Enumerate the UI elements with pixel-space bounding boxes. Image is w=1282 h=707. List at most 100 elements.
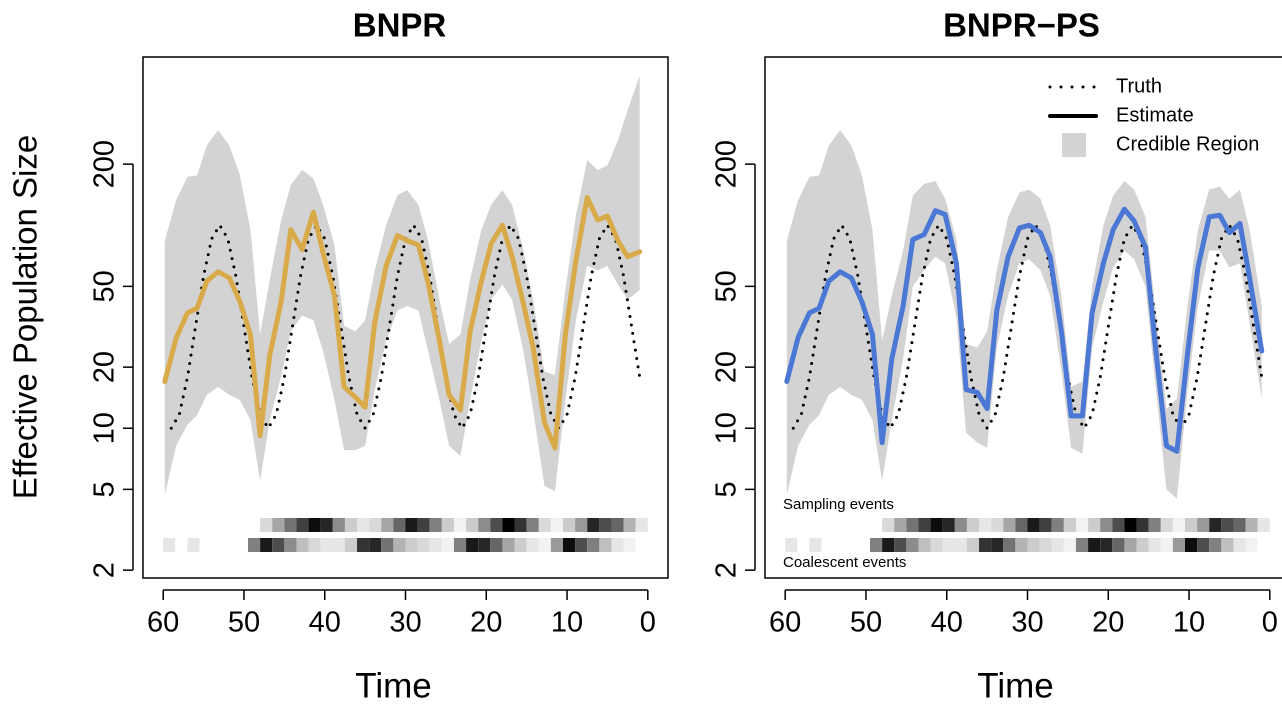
coalescent-cell bbox=[1100, 538, 1113, 552]
coalescent-cell bbox=[882, 538, 895, 552]
sampling-cell bbox=[357, 518, 370, 532]
sampling-cell bbox=[417, 518, 430, 532]
coalescent-cell bbox=[199, 538, 212, 552]
x-axis-title: Time bbox=[977, 666, 1053, 705]
y-tick-label: 20 bbox=[711, 351, 743, 383]
chart-title: BNPR−PS bbox=[943, 7, 1100, 44]
sampling-cell bbox=[320, 518, 333, 532]
x-tick-label: 60 bbox=[769, 607, 801, 639]
coalescent-cell bbox=[1124, 538, 1137, 552]
sampling-cell bbox=[979, 518, 992, 532]
x-tick-label: 50 bbox=[228, 607, 260, 639]
legend-label: Truth bbox=[1116, 75, 1162, 97]
sampling-cell bbox=[918, 518, 931, 532]
x-tick-label: 10 bbox=[551, 607, 583, 639]
coalescent-cell bbox=[797, 538, 810, 552]
coalescent-cell bbox=[575, 538, 588, 552]
y-tick-label: 5 bbox=[711, 481, 743, 497]
sampling-cell bbox=[466, 518, 479, 532]
x-tick-label: 40 bbox=[309, 607, 341, 639]
sampling-cell bbox=[550, 518, 563, 532]
sampling-cell bbox=[1221, 518, 1234, 532]
sampling-cell bbox=[405, 518, 418, 532]
y-tick-label: 20 bbox=[89, 351, 121, 383]
y-tick-label: 5 bbox=[89, 481, 121, 497]
x-axis-title: Time bbox=[355, 666, 431, 705]
coalescent-cell bbox=[991, 538, 1004, 552]
sampling-cell bbox=[942, 518, 955, 532]
sampling-cell bbox=[260, 518, 273, 532]
sampling-cell bbox=[563, 518, 576, 532]
coalescent-cell bbox=[405, 538, 418, 552]
plot-frame bbox=[142, 56, 669, 579]
coalescent-cell bbox=[393, 538, 406, 552]
coalescent-cell bbox=[1003, 538, 1016, 552]
sampling-cell bbox=[930, 518, 943, 532]
coalescent-cell bbox=[857, 538, 870, 552]
coalescent-cell bbox=[514, 538, 527, 552]
sampling-cell bbox=[623, 518, 636, 532]
coalescent-cell bbox=[809, 538, 822, 552]
sampling-cell bbox=[296, 518, 309, 532]
sampling-cell bbox=[966, 518, 980, 532]
coalescent-cell bbox=[930, 538, 943, 552]
x-tick-label: 60 bbox=[147, 607, 179, 639]
coalescent-cell bbox=[906, 538, 919, 552]
coalescent-cell bbox=[942, 538, 955, 552]
sampling-cell bbox=[1015, 518, 1028, 532]
sampling-cell bbox=[611, 518, 624, 532]
coalescent-cell bbox=[1136, 538, 1149, 552]
coalescent-cell bbox=[966, 538, 980, 552]
coalescent-cell bbox=[870, 538, 883, 552]
y-axis-title: Effective Population Size bbox=[7, 135, 44, 499]
coalescent-cell bbox=[1075, 538, 1089, 552]
sampling-cell bbox=[1172, 518, 1185, 532]
sampling-cell bbox=[490, 518, 503, 532]
coalescent-cell bbox=[332, 538, 345, 552]
coalescent-cell bbox=[563, 538, 576, 552]
sampling-cell bbox=[1197, 518, 1210, 532]
coalescent-cell bbox=[344, 538, 358, 552]
sampling-cell bbox=[453, 518, 467, 532]
y-tick-label: 50 bbox=[711, 270, 743, 302]
sampling-cell bbox=[1136, 518, 1149, 532]
sampling-cell bbox=[1051, 518, 1064, 532]
coalescent-cell bbox=[466, 538, 479, 552]
sampling-cell bbox=[1100, 518, 1113, 532]
coalescent-cell bbox=[1027, 538, 1040, 552]
sampling-cell bbox=[575, 518, 588, 532]
coalescent-cell bbox=[211, 538, 224, 552]
coalescent-cell bbox=[187, 538, 200, 552]
sampling-cell bbox=[429, 518, 442, 532]
y-tick-label: 10 bbox=[711, 412, 743, 444]
y-tick-label: 2 bbox=[711, 562, 743, 578]
x-tick-label: 0 bbox=[640, 607, 656, 639]
coalescent-cell bbox=[272, 538, 285, 552]
coalescent-cell bbox=[1112, 538, 1125, 552]
coalescent-cell bbox=[1063, 538, 1076, 552]
coalescent-cell bbox=[296, 538, 309, 552]
coalescent-cell bbox=[623, 538, 636, 552]
sampling-cell bbox=[1124, 518, 1137, 532]
x-tick-label: 40 bbox=[931, 607, 963, 639]
coalescent-cell bbox=[635, 538, 648, 552]
sampling-cell bbox=[478, 518, 491, 532]
sampling-cell bbox=[344, 518, 358, 532]
coalescent-cell bbox=[1148, 538, 1161, 552]
sampling-cell bbox=[1233, 518, 1246, 532]
x-tick-label: 0 bbox=[1262, 607, 1278, 639]
truth-line bbox=[791, 223, 1264, 430]
x-tick-label: 20 bbox=[1092, 607, 1124, 639]
coalescent-cell bbox=[223, 538, 236, 552]
x-tick-label: 50 bbox=[850, 607, 882, 639]
sampling-cell bbox=[1003, 518, 1016, 532]
sampling-cell bbox=[1148, 518, 1161, 532]
coalescent-cell bbox=[260, 538, 273, 552]
coalescent-cell bbox=[550, 538, 563, 552]
estimate-line bbox=[784, 206, 1265, 454]
coalescent-cell bbox=[308, 538, 321, 552]
sampling-cell bbox=[894, 518, 907, 532]
sampling-cell bbox=[502, 518, 515, 532]
coalescent-cell bbox=[163, 538, 176, 552]
legend-label: Estimate bbox=[1116, 104, 1194, 126]
